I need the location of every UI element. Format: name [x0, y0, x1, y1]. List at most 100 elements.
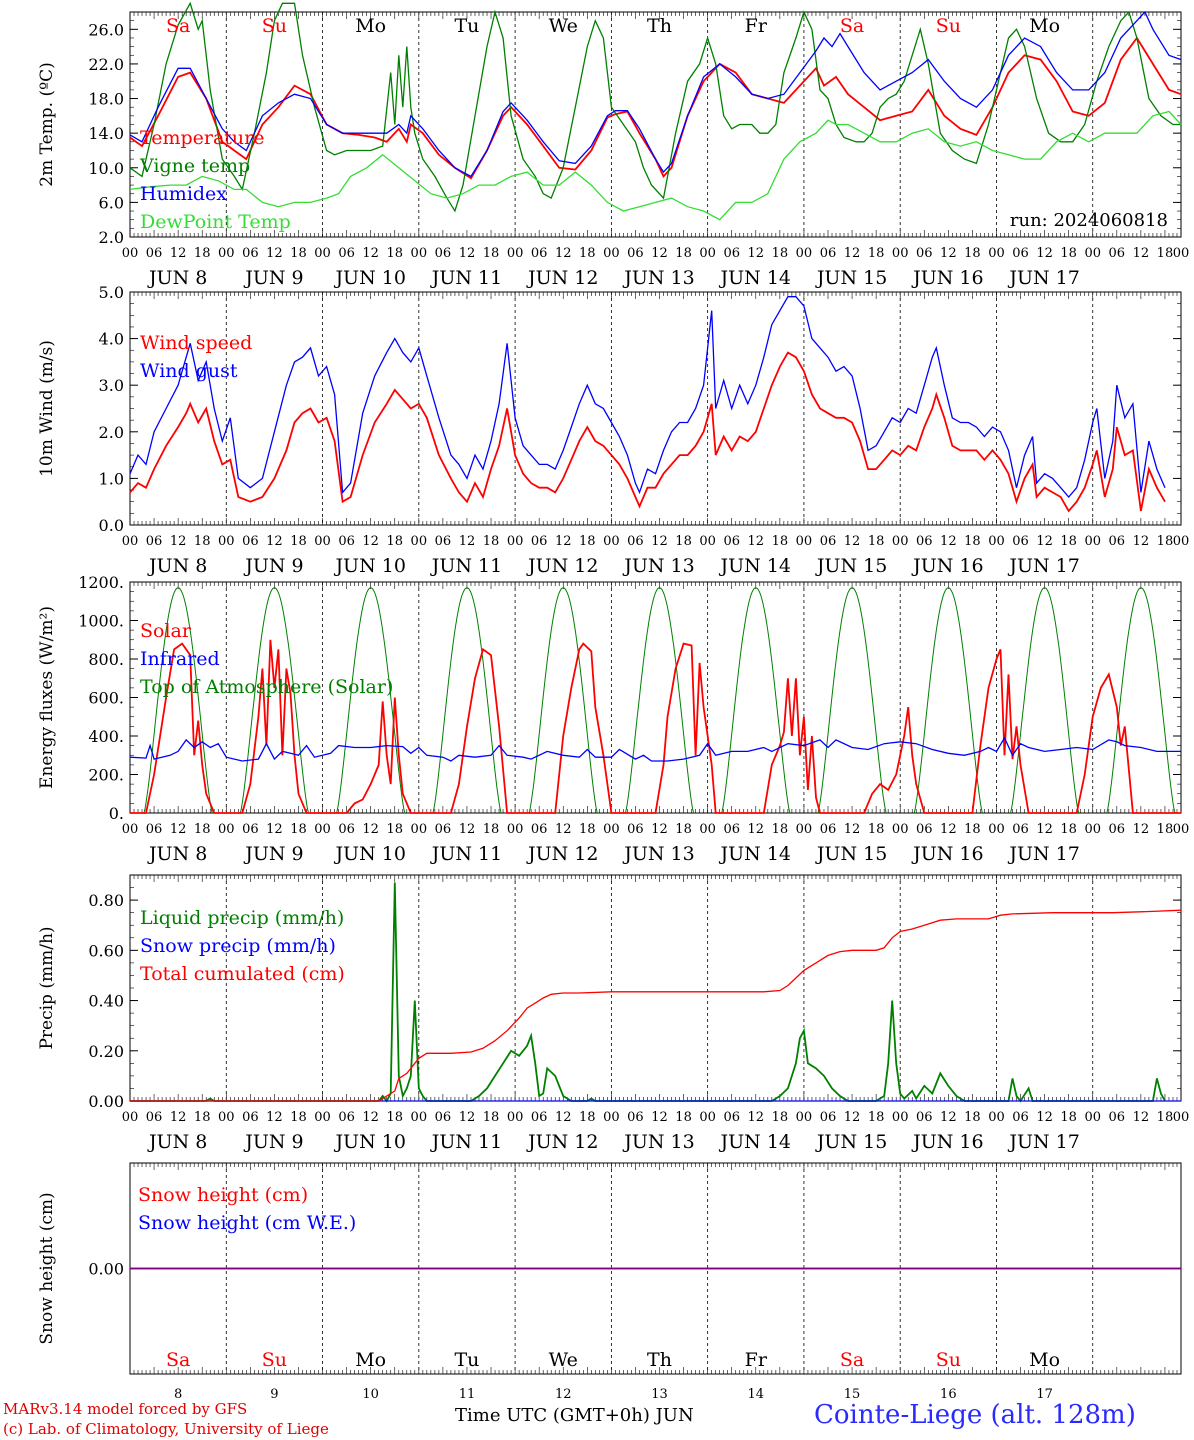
- hour-label: 00: [988, 246, 1005, 261]
- y-tick-label: 800.: [88, 650, 124, 669]
- date-label: JUN 8: [147, 555, 207, 577]
- plot-frame: [129, 291, 1182, 526]
- day-number-label: 9: [270, 1387, 278, 1402]
- hour-label: 06: [531, 246, 548, 261]
- date-label: JUN 13: [622, 843, 694, 865]
- hour-label: 00: [314, 1110, 331, 1125]
- hour-label: 12: [555, 534, 572, 549]
- legend-entry: Snow height (cm): [138, 1184, 308, 1206]
- legend-entry: Wind gust: [140, 360, 238, 382]
- date-label: JUN 13: [622, 1131, 694, 1153]
- hour-label: 18: [579, 534, 596, 549]
- hour-label: 00: [218, 1110, 235, 1125]
- hour-label: 12: [940, 246, 957, 261]
- hour-label: 18: [1060, 1110, 1077, 1125]
- hour-label: 06: [1012, 534, 1029, 549]
- date-label: JUN 13: [622, 267, 694, 289]
- hour-label: 06: [338, 534, 355, 549]
- hour-label: 00: [314, 534, 331, 549]
- y-tick-label: 0.40: [88, 992, 124, 1011]
- hour-label: 06: [338, 1110, 355, 1125]
- day-number-label: 14: [748, 1387, 765, 1402]
- hour-label: 18: [1060, 246, 1077, 261]
- hour-label: 12: [266, 246, 283, 261]
- toa-solar-line: [817, 587, 887, 814]
- date-label: JUN 15: [815, 555, 887, 577]
- day-number-label: 17: [1036, 1387, 1053, 1402]
- hour-label: 12: [844, 1110, 861, 1125]
- hour-label: 12: [748, 246, 765, 261]
- weekday-label-top: Th: [647, 15, 672, 37]
- series-line-red: [129, 36, 1182, 180]
- hour-label: 18: [1157, 822, 1174, 837]
- day-number-label: 11: [459, 1387, 476, 1402]
- y-tick-label: 1200.: [78, 573, 124, 592]
- hour-label: 06: [242, 534, 259, 549]
- panel-1: 2.0 6.0 10.0 14.0 18.0 22.0 26.0 2m Temp. (ºC) T…: [37, 1, 1190, 289]
- hour-label: 06: [242, 246, 259, 261]
- legend-entry: Liquid precip (mm/h): [140, 907, 344, 929]
- hour-label: 18: [964, 246, 981, 261]
- toa-solar-line: [432, 587, 502, 814]
- date-label: JUN 16: [911, 555, 983, 577]
- hour-label: 18: [964, 1110, 981, 1125]
- hour-label: 06: [820, 246, 837, 261]
- toa-solar-line: [1106, 587, 1176, 814]
- hour-label: 12: [170, 246, 187, 261]
- legend-entry: Snow precip (mm/h): [140, 935, 336, 957]
- date-label: JUN 16: [911, 1131, 983, 1153]
- day-number-label: 15: [844, 1387, 861, 1402]
- hour-label: 06: [627, 1110, 644, 1125]
- date-label: JUN 9: [243, 1131, 303, 1153]
- date-label: JUN 17: [1007, 843, 1079, 865]
- hour-label: 00: [507, 534, 524, 549]
- weekday-label-bottom: Mo: [1029, 1349, 1060, 1371]
- hour-label: 06: [146, 534, 163, 549]
- hour-label: 06: [723, 534, 740, 549]
- hour-label: 06: [338, 822, 355, 837]
- hour-label: 18: [772, 246, 789, 261]
- weekday-label-top: Su: [262, 15, 287, 37]
- hour-label: 06: [242, 822, 259, 837]
- hour-label: 00: [314, 822, 331, 837]
- date-label: JUN 11: [430, 1131, 502, 1153]
- hour-label: 18: [483, 246, 500, 261]
- y-tick-label: 0.00: [88, 1092, 124, 1111]
- hour-label: 18: [772, 534, 789, 549]
- hour-label: 00: [796, 534, 813, 549]
- series-line-green: [129, 1, 1181, 213]
- date-label: JUN 9: [243, 555, 303, 577]
- legend-entry: Top of Atmosphere (Solar): [140, 676, 393, 698]
- hour-label: 12: [1133, 822, 1150, 837]
- date-label: JUN 12: [526, 267, 598, 289]
- hour-label: 12: [1036, 246, 1053, 261]
- y-tick-label: 1000.: [78, 612, 124, 631]
- hour-label: 12: [459, 822, 476, 837]
- hour-label: 12: [1036, 1110, 1053, 1125]
- weekday-label-bottom: Su: [262, 1349, 287, 1371]
- y-tick-label: 0.80: [88, 891, 124, 910]
- legend-entry: Vigne temp: [139, 155, 250, 177]
- hour-label: 00: [1084, 534, 1101, 549]
- hour-label: 12: [362, 246, 379, 261]
- date-label: JUN 15: [815, 843, 887, 865]
- date-label: JUN 10: [333, 1131, 405, 1153]
- series-line-lime: [129, 110, 1182, 221]
- hour-label: 00: [699, 246, 716, 261]
- date-label: JUN 15: [815, 267, 887, 289]
- date-label: JUN 11: [430, 267, 502, 289]
- toa-solar-line: [721, 587, 791, 814]
- weekday-label-bottom: Sa: [166, 1349, 190, 1371]
- hour-label: 18: [386, 246, 403, 261]
- hour-label: 00: [1173, 246, 1190, 261]
- hour-label: 12: [362, 822, 379, 837]
- date-label: JUN 10: [333, 267, 405, 289]
- hour-label: 18: [675, 534, 692, 549]
- y-tick-label: 18.0: [88, 90, 124, 109]
- hour-label: 00: [892, 1110, 909, 1125]
- panel-5: 0.00 Snow height (cm) Snow height (cm) Snow…: [37, 1162, 1182, 1375]
- hour-label: 12: [1133, 246, 1150, 261]
- hour-label: 00: [892, 246, 909, 261]
- hour-label: 06: [146, 246, 163, 261]
